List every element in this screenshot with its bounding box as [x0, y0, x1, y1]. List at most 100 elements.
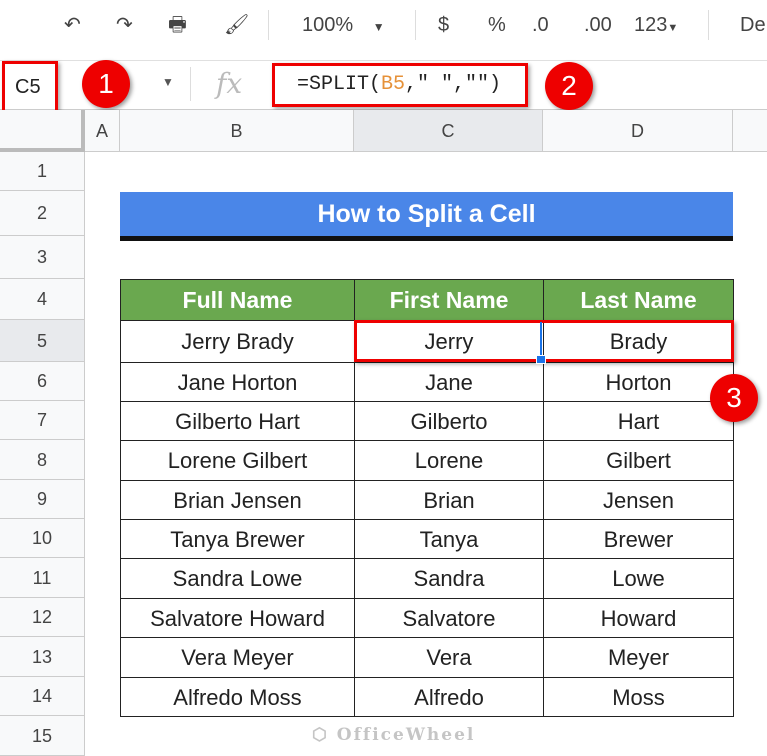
header-cell[interactable]: Full Name: [120, 280, 354, 321]
decrease-decimal-button[interactable]: .0: [532, 14, 549, 36]
table-cell[interactable]: Gilberto Hart: [120, 402, 354, 441]
row-header-7[interactable]: 7: [0, 401, 85, 440]
row-header-9[interactable]: 9: [0, 480, 85, 519]
table-cell[interactable]: Gilbert: [543, 441, 733, 481]
row-header-8[interactable]: 8: [0, 440, 85, 480]
paint-format-icon[interactable]: 🖌: [224, 14, 250, 36]
divider: [708, 10, 709, 40]
divider: [268, 10, 269, 40]
table-cell[interactable]: Sandra Lowe: [120, 559, 354, 599]
currency-button[interactable]: $: [438, 14, 450, 36]
watermark-logo: ⬡ OfficeWheel: [312, 725, 476, 745]
table-cell[interactable]: Brian: [354, 481, 543, 520]
column-header-d[interactable]: D: [543, 110, 733, 152]
header-cell[interactable]: Last Name: [543, 280, 733, 321]
table-cell[interactable]: Hart: [543, 402, 733, 441]
row-header-3[interactable]: 3: [0, 236, 85, 279]
chevron-down-icon: ▼: [372, 20, 385, 34]
table-cell[interactable]: Jane: [354, 363, 543, 402]
table-row: Jerry Brady Jerry Brady: [120, 321, 733, 363]
table-cell[interactable]: Howard: [543, 599, 733, 638]
table-row: Brian Jensen Brian Jensen: [120, 481, 733, 520]
zoom-select[interactable]: 100% ▼: [302, 10, 385, 40]
table-cell[interactable]: Tanya Brewer: [120, 520, 354, 559]
table-cell[interactable]: Alfredo Moss: [120, 678, 354, 717]
fx-icon: fx: [216, 67, 243, 100]
table-cell[interactable]: Brewer: [543, 520, 733, 559]
formula-ref: B5: [381, 73, 406, 96]
table-header-row: Full Name First Name Last Name: [120, 280, 733, 321]
table-cell[interactable]: Lorene Gilbert: [120, 441, 354, 481]
column-header-e[interactable]: [733, 110, 767, 152]
table-cell[interactable]: Jerry: [354, 321, 543, 363]
row-header-2[interactable]: 2: [0, 191, 85, 236]
percent-button[interactable]: %: [488, 14, 506, 36]
formula-bar: C5 ▼ fx =SPLIT(B5," ",""): [0, 60, 767, 113]
increase-decimal-button[interactable]: .00: [584, 14, 612, 36]
row-header-12[interactable]: 12: [0, 598, 85, 637]
table-cell[interactable]: Salvatore: [354, 599, 543, 638]
font-select[interactable]: De: [740, 14, 766, 36]
table-cell[interactable]: Moss: [543, 678, 733, 717]
data-table: Full Name First Name Last Name Jerry Brady J…: [120, 279, 734, 717]
table-cell[interactable]: Brian Jensen: [120, 481, 354, 520]
row-header-14[interactable]: 14: [0, 677, 85, 716]
chevron-down-icon[interactable]: ▼: [162, 75, 174, 89]
cell-cursor: [540, 322, 542, 358]
formula-input[interactable]: =SPLIT(B5," ",""): [272, 63, 528, 107]
header-cell[interactable]: First Name: [354, 280, 543, 321]
table-cell[interactable]: Lowe: [543, 559, 733, 599]
name-box[interactable]: C5: [2, 61, 58, 113]
table-row: Tanya Brewer Tanya Brewer: [120, 520, 733, 559]
print-icon[interactable]: 🖶: [168, 14, 187, 36]
row-header-1[interactable]: 1: [0, 152, 85, 191]
row-header-4[interactable]: 4: [0, 279, 85, 320]
row-header-15[interactable]: 15: [0, 716, 85, 756]
column-header-b[interactable]: B: [120, 110, 354, 152]
table-cell[interactable]: Horton: [543, 363, 733, 402]
select-all-corner[interactable]: [0, 110, 85, 152]
table-row: Sandra Lowe Sandra Lowe: [120, 559, 733, 599]
fill-handle[interactable]: [536, 355, 546, 364]
redo-icon[interactable]: ↷: [116, 14, 133, 36]
table-row: Salvatore Howard Salvatore Howard: [120, 599, 733, 638]
table-cell[interactable]: Sandra: [354, 559, 543, 599]
table-row: Gilberto Hart Gilberto Hart: [120, 402, 733, 441]
table-cell[interactable]: Lorene: [354, 441, 543, 481]
table-cell[interactable]: Vera Meyer: [120, 638, 354, 678]
divider: [415, 10, 416, 40]
step-badge-3: 3: [710, 374, 758, 422]
row-header-5[interactable]: 5: [0, 320, 85, 362]
table-cell[interactable]: Salvatore Howard: [120, 599, 354, 638]
table-row: Alfredo Moss Alfredo Moss: [120, 678, 733, 717]
divider: [190, 67, 191, 101]
row-header-11[interactable]: 11: [0, 558, 85, 598]
row-header-13[interactable]: 13: [0, 637, 85, 677]
toolbar: ↶ ↷ 🖶 🖌 100% ▼ $ % .0 .00 123▼ De: [0, 0, 767, 58]
table-cell[interactable]: Gilberto: [354, 402, 543, 441]
table-cell[interactable]: Jensen: [543, 481, 733, 520]
table-row: Jane Horton Jane Horton: [120, 363, 733, 402]
undo-icon[interactable]: ↶: [64, 14, 81, 36]
table-cell[interactable]: Tanya: [354, 520, 543, 559]
more-formats-label: 123: [634, 14, 668, 36]
column-header-a[interactable]: A: [85, 110, 120, 152]
watermark-text: OfficeWheel: [336, 725, 476, 745]
table-cell[interactable]: Alfredo: [354, 678, 543, 717]
table-cell[interactable]: Brady: [543, 321, 733, 363]
table-row: Vera Meyer Vera Meyer: [120, 638, 733, 678]
table-cell[interactable]: Jerry Brady: [120, 321, 354, 363]
table-cell[interactable]: Vera: [354, 638, 543, 678]
step-badge-2: 2: [545, 62, 593, 110]
zoom-value: 100%: [302, 14, 354, 36]
sheet-title: How to Split a Cell: [120, 192, 733, 241]
table-cell[interactable]: Meyer: [543, 638, 733, 678]
row-header-10[interactable]: 10: [0, 519, 85, 558]
more-formats-button[interactable]: 123▼: [634, 14, 679, 36]
table-cell[interactable]: Jane Horton: [120, 363, 354, 402]
column-header-c[interactable]: C: [354, 110, 543, 152]
formula-text: =SPLIT(: [297, 73, 382, 96]
cell-ref: C5: [15, 76, 41, 98]
row-header-6[interactable]: 6: [0, 362, 85, 401]
step-badge-1: 1: [82, 60, 130, 108]
